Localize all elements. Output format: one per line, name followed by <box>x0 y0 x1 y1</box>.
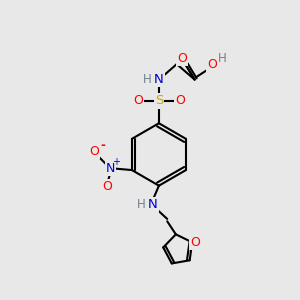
Text: N: N <box>148 199 158 212</box>
Text: H: H <box>218 52 227 65</box>
Text: S: S <box>155 94 163 107</box>
Text: O: O <box>175 94 185 107</box>
Text: O: O <box>133 94 143 107</box>
Text: H: H <box>137 199 146 212</box>
Text: N: N <box>106 162 115 175</box>
Text: O: O <box>103 180 112 193</box>
Text: O: O <box>177 52 187 65</box>
Text: -: - <box>100 139 105 152</box>
Text: O: O <box>207 58 217 71</box>
Text: O: O <box>89 146 99 158</box>
Text: N: N <box>154 73 164 86</box>
Text: +: + <box>112 157 120 167</box>
Text: O: O <box>190 236 200 249</box>
Text: H: H <box>143 73 152 86</box>
